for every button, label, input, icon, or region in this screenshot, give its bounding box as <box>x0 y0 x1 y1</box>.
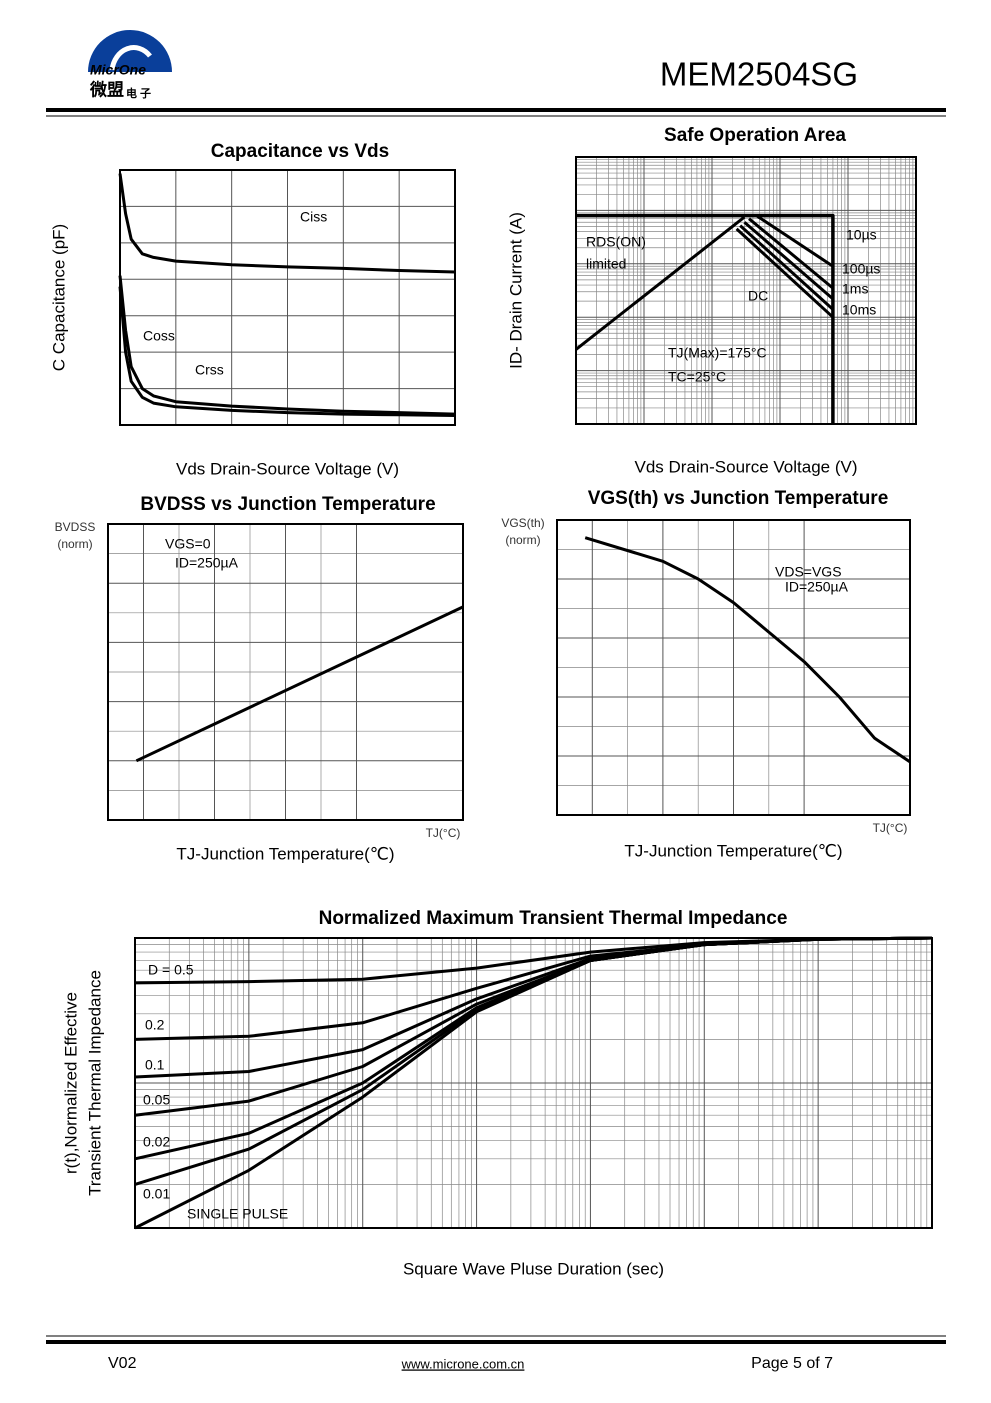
x-unit-label: TJ(°C) <box>426 826 461 840</box>
series-line <box>135 605 464 763</box>
series-line <box>134 936 933 1117</box>
x-axis-label: Vds Drain-Source Voltage (V) <box>635 457 858 476</box>
series-line <box>118 286 456 417</box>
y-axis-label: (norm) <box>505 533 540 547</box>
x-axis-label: Square Wave Pluse Duration (sec) <box>403 1259 664 1278</box>
chart-title: VGS(th) vs Junction Temperature <box>588 488 889 509</box>
series-label: 100µs <box>842 261 880 277</box>
annotation: VGS=0 <box>165 536 211 552</box>
series-line <box>118 275 456 416</box>
series-label: Crss <box>195 362 224 378</box>
chart-title: Capacitance vs Vds <box>211 141 389 162</box>
series-label: Coss <box>143 328 175 344</box>
annotation: VDS=VGS <box>775 564 842 580</box>
logo-swoosh <box>109 45 152 71</box>
series-line <box>739 224 834 311</box>
chart-title: Safe Operation Area <box>664 125 846 146</box>
y-axis-label: VGS(th) <box>501 516 544 530</box>
annotation: TJ(Max)=175°C <box>668 345 767 361</box>
series-label: 0.02 <box>143 1134 170 1150</box>
chart-title: BVDSS vs Junction Temperature <box>140 494 435 515</box>
y-axis-label: C Capacitance (pF) <box>49 224 68 371</box>
annotation: ID=250µA <box>175 555 239 571</box>
series-label: D = 0.5 <box>148 962 194 978</box>
annotation: TC=25°C <box>668 369 726 385</box>
plot-frame <box>556 519 911 816</box>
y-axis-label: ID- Drain Current (A) <box>506 212 525 369</box>
plot-frame <box>134 937 933 1229</box>
series-line <box>134 936 933 1186</box>
logo-mark <box>88 30 172 72</box>
x-axis-label: TJ-Junction Temperature(℃) <box>624 841 842 860</box>
series-label: 1ms <box>842 281 868 297</box>
series-label: 0.05 <box>143 1092 170 1108</box>
series-label: DC <box>748 288 768 304</box>
y-axis-label: BVDSS <box>55 520 96 534</box>
series-line <box>748 217 834 290</box>
series-label: 10ms <box>842 302 876 318</box>
x-unit-label: TJ(°C) <box>873 821 908 835</box>
plot-frame <box>575 156 917 425</box>
series-line <box>735 227 834 319</box>
logo-text: MicrOne <box>90 62 146 78</box>
series-line <box>755 214 834 268</box>
series-line <box>743 221 834 301</box>
y-axis-label: r(t),Normalized Effective <box>61 992 80 1174</box>
footer-version: V02 <box>108 1355 137 1372</box>
series-label: 0.01 <box>143 1186 170 1202</box>
rds-line <box>575 215 746 351</box>
y-axis-label: (norm) <box>57 537 92 551</box>
annotation: limited <box>586 256 626 272</box>
series-label: 10µs <box>846 227 877 243</box>
logo-cn-small: 电 子 <box>126 86 151 100</box>
series-label: 0.1 <box>145 1057 165 1073</box>
series-line <box>118 173 456 274</box>
series-label: 0.2 <box>145 1017 165 1033</box>
footer-link[interactable]: www.microne.com.cn <box>401 1356 525 1371</box>
series-line <box>134 936 933 1041</box>
plot-frame <box>107 523 464 821</box>
annotation: ID=250µA <box>785 579 849 595</box>
x-axis-label: TJ-Junction Temperature(℃) <box>176 844 394 863</box>
annotation: RDS(ON) <box>586 234 646 250</box>
series-label: SINGLE PULSE <box>187 1206 288 1222</box>
footer-page: Page 5 of 7 <box>751 1355 833 1372</box>
series-label: Ciss <box>300 209 327 225</box>
series-line <box>134 936 933 1230</box>
limit-line <box>576 213 835 424</box>
logo-cn: 微盟 <box>89 79 124 99</box>
y-axis-label: Transient Thermal Impedance <box>85 970 104 1196</box>
series-line <box>584 536 911 764</box>
doc-title: MEM2504SG <box>660 56 858 93</box>
chart-title: Normalized Maximum Transient Thermal Imp… <box>319 908 788 929</box>
x-axis-label: Vds Drain-Source Voltage (V) <box>176 459 399 478</box>
